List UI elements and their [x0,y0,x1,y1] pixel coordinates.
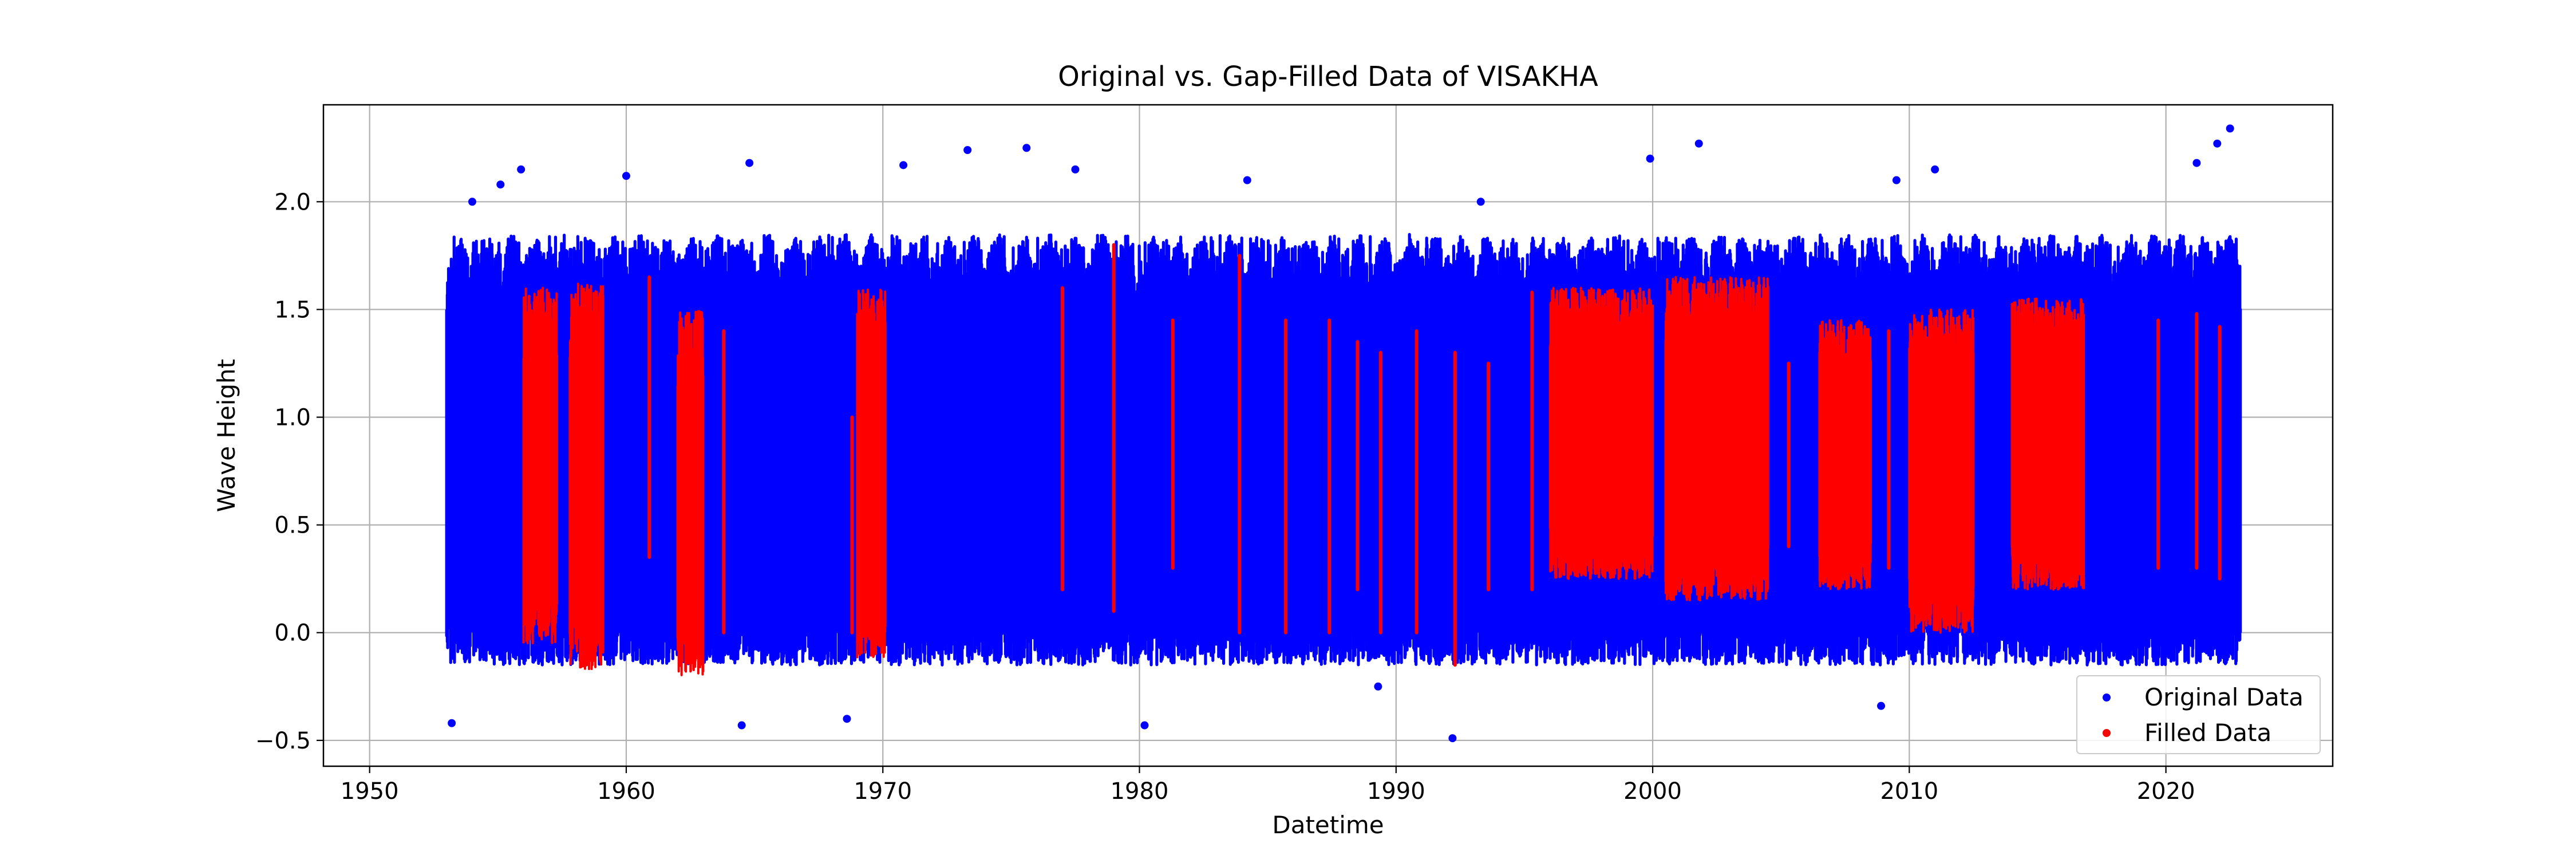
original-data-point [1694,139,1703,148]
original-data-point [1140,721,1149,730]
original-data-point [843,715,851,723]
original-data-point [622,172,630,180]
original-data-point [745,159,754,167]
original-data-point [2226,124,2234,133]
original-data-point [448,719,456,727]
original-data-point [1476,198,1485,206]
original-data-point [517,165,526,174]
original-data-point [2192,159,2201,167]
original-data-point [963,146,972,155]
original-data-point [1022,144,1031,152]
data-points [445,124,2242,743]
original-data-point [2213,139,2222,148]
original-data-point [737,721,746,730]
original-data-point [1374,682,1382,691]
original-data-point [1931,165,1939,174]
original-data-point [468,198,476,206]
original-data-point [1243,176,1251,184]
original-data-point [1877,702,1886,710]
original-data-point [899,161,908,170]
original-data-point [1646,155,1654,163]
original-data-point [496,180,505,189]
original-data-point [1448,734,1457,743]
original-data-point [1071,165,1080,174]
original-data-point [1892,176,1901,184]
